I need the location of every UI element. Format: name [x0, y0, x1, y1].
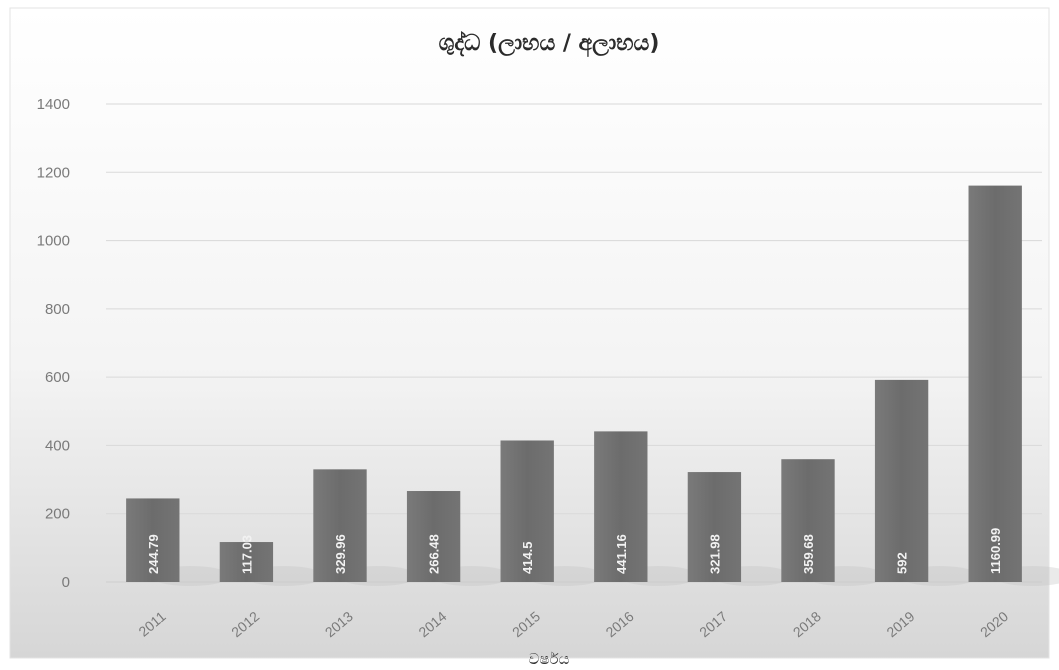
chart-title: ශුද්ධ (ලාභය / අලාභය)	[439, 30, 660, 57]
bar	[874, 379, 929, 582]
bar	[500, 440, 554, 582]
x-axis-title: වර්ෂය	[529, 650, 570, 668]
bars: 244.79 117.03 329.96 266.48 414.5 441.16 321.9…	[126, 185, 1059, 586]
bar-data-label: 321.98	[707, 534, 722, 574]
bar-data-label: 441.16	[614, 534, 629, 574]
y-tick-label: 800	[45, 301, 70, 318]
bar	[126, 498, 180, 582]
bar	[781, 459, 835, 582]
bar	[968, 185, 1022, 582]
bar	[406, 491, 461, 582]
bar	[313, 469, 367, 582]
y-tick-label: 200	[45, 506, 70, 523]
y-tick-label: 600	[45, 369, 70, 386]
y-tick-label: 1000	[37, 233, 70, 250]
bar-data-label: 1160.99	[988, 528, 1003, 574]
bar-data-label: 266.48	[427, 534, 442, 574]
y-tick-label: 1200	[37, 164, 70, 181]
bar-data-label: 359.68	[801, 534, 816, 574]
y-tick-label: 1400	[37, 96, 70, 113]
y-axis-ticks: 0 200 400 600 800 1000 1200 1400	[37, 96, 70, 591]
bar-data-label: 329.96	[333, 534, 348, 574]
y-tick-label: 0	[62, 574, 70, 591]
bar	[219, 542, 274, 582]
bar-data-label: 117.03	[239, 535, 254, 574]
bar-data-label: 244.79	[146, 534, 161, 574]
bar-data-label: 414.5	[520, 541, 535, 574]
bar	[594, 431, 648, 582]
bar-data-label: 592	[895, 552, 910, 574]
y-tick-label: 400	[45, 437, 70, 454]
bar	[687, 472, 742, 582]
